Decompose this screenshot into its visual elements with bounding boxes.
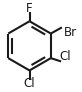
Text: Cl: Cl (24, 77, 35, 90)
Text: Br: Br (64, 26, 77, 39)
Text: Cl: Cl (59, 50, 71, 63)
Text: F: F (26, 2, 33, 15)
